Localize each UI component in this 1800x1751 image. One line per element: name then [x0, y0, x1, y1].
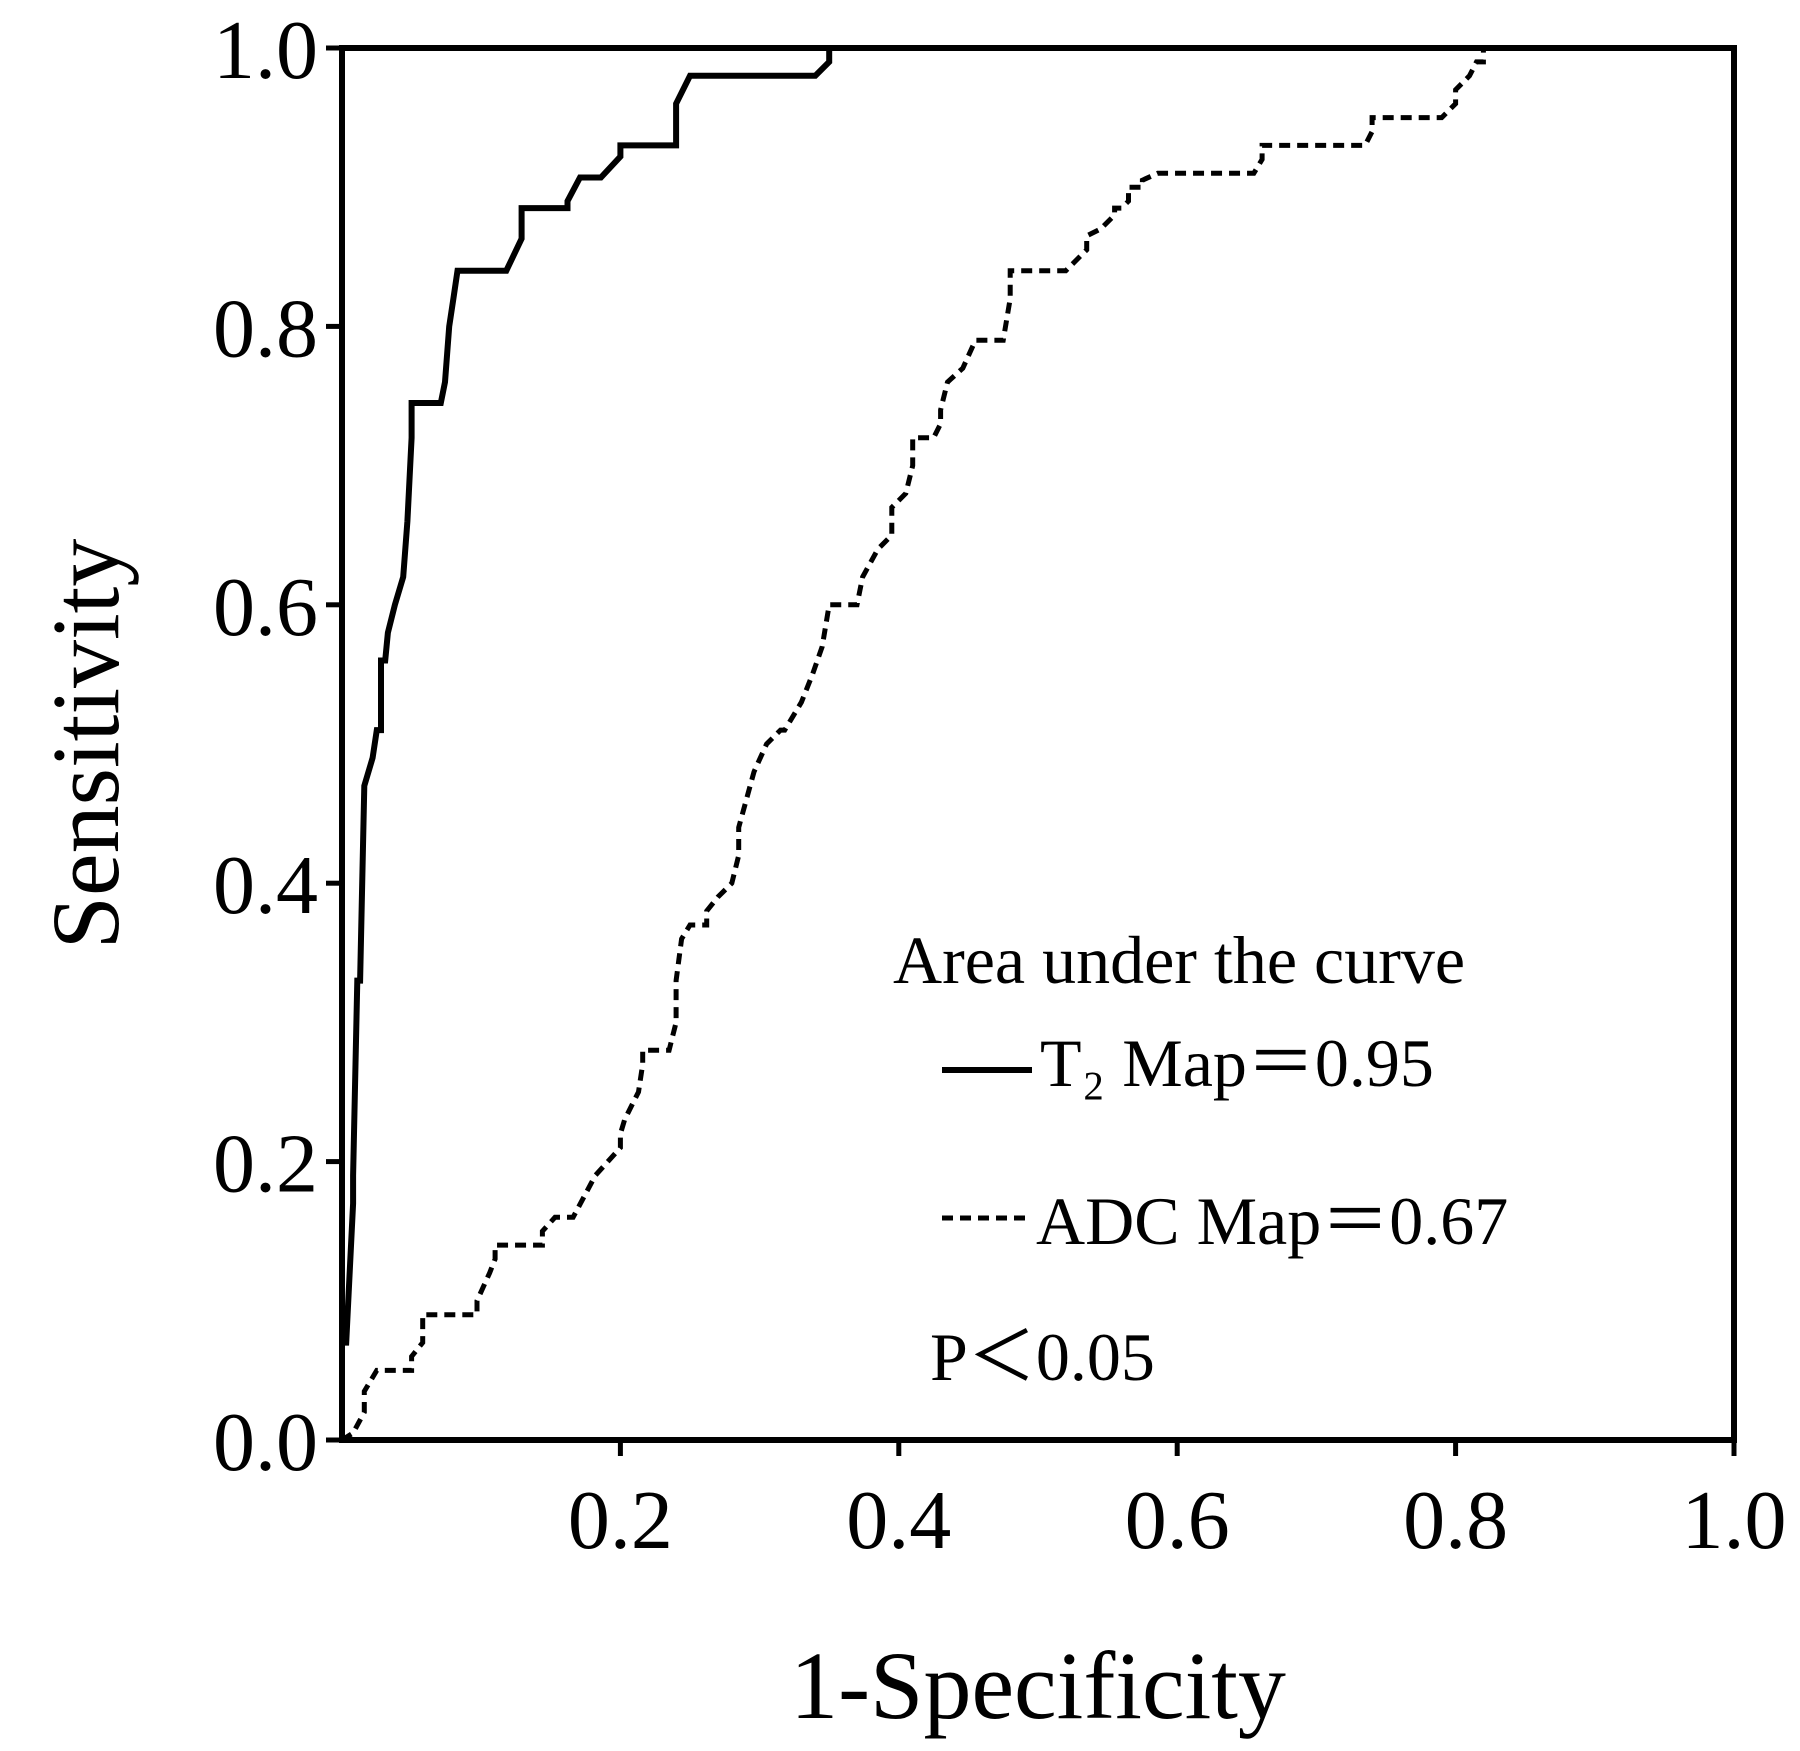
- x-tick-label: 0.2: [568, 1474, 673, 1567]
- y-axis-ticks: 0.0 0.2 0.4 0.6 0.8 1.0: [213, 4, 342, 1489]
- y-tick-label: 0.0: [213, 1396, 318, 1489]
- legend: Area under the curve T₂ Map＝0.95 ADC Map…: [893, 922, 1508, 1395]
- series-line-adc-map: [340, 45, 1734, 1443]
- x-axis-label: 1-Specificity: [790, 1632, 1286, 1739]
- legend-header: Area under the curve: [893, 922, 1465, 998]
- y-tick-label: 1.0: [213, 4, 318, 97]
- x-tick-label: 0.8: [1403, 1474, 1508, 1567]
- plot-frame: [339, 45, 1737, 1443]
- x-tick-label: 0.6: [1125, 1474, 1230, 1567]
- legend-label-t2-map: T₂ Map＝0.95: [1040, 1025, 1434, 1101]
- y-tick-label: 0.2: [213, 1118, 318, 1211]
- legend-p-value: P＜0.05: [930, 1319, 1155, 1395]
- legend-label-adc-map: ADC Map＝0.67: [1036, 1183, 1508, 1259]
- roc-curves: [339, 45, 1734, 1443]
- x-axis-ticks: 0.2 0.4 0.6 0.8 1.0: [568, 1440, 1787, 1567]
- y-tick-label: 0.8: [213, 282, 318, 375]
- x-tick-label: 1.0: [1682, 1474, 1787, 1567]
- series-line-t2-map: [339, 45, 1734, 1440]
- y-axis-label: Sensitivity: [32, 539, 139, 950]
- y-tick-label: 0.6: [213, 561, 318, 654]
- y-tick-label: 0.4: [213, 839, 318, 932]
- x-tick-label: 0.4: [846, 1474, 951, 1567]
